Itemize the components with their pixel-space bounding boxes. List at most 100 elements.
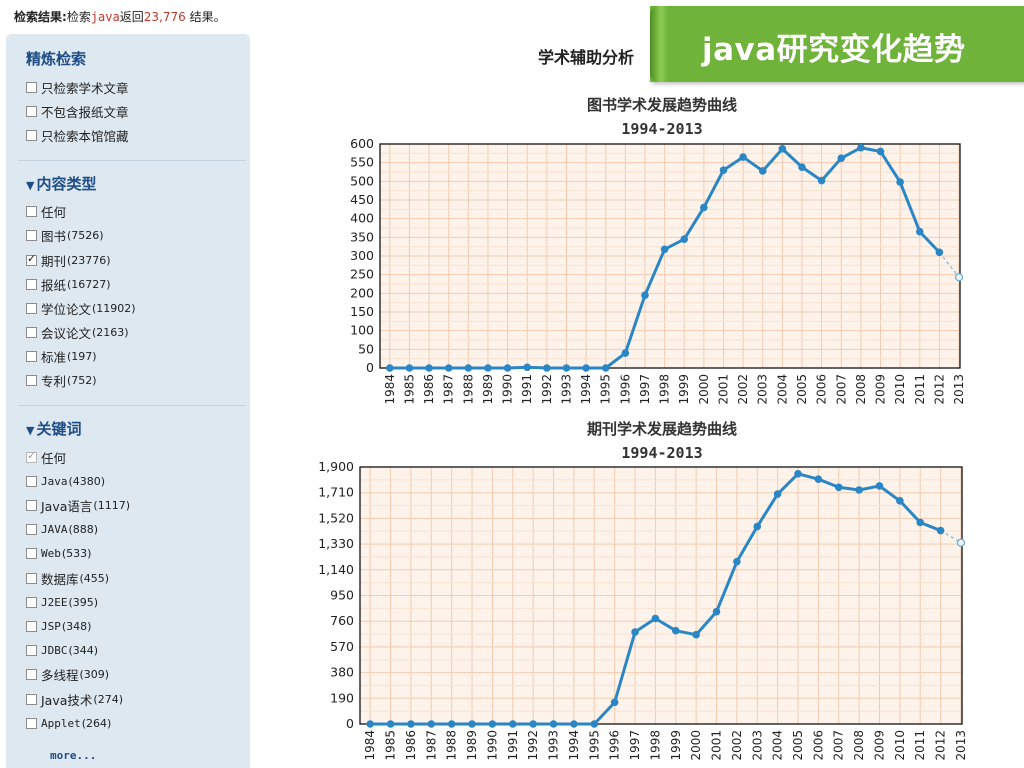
facet-checkbox[interactable]: [26, 596, 37, 608]
facet-item[interactable]: 只检索学术文章: [26, 75, 238, 99]
data-point[interactable]: [590, 720, 599, 728]
data-point[interactable]: [582, 364, 590, 372]
data-point[interactable]: [798, 163, 806, 171]
keywords-title[interactable]: ▼ 关键词: [26, 418, 238, 439]
data-point[interactable]: [814, 475, 823, 483]
data-point[interactable]: [529, 720, 537, 728]
facet-checkbox[interactable]: [26, 524, 37, 536]
data-point[interactable]: [425, 364, 433, 372]
data-point[interactable]: [488, 720, 497, 728]
facet-item[interactable]: JSP (348): [26, 614, 238, 638]
facet-item[interactable]: J2EE (395): [26, 590, 238, 614]
facet-checkbox[interactable]: [26, 252, 37, 266]
data-point[interactable]: [753, 522, 762, 531]
facet-checkbox[interactable]: [26, 717, 37, 729]
data-point[interactable]: [733, 557, 741, 566]
facet-item[interactable]: 只检索本馆馆藏: [26, 123, 238, 147]
data-point[interactable]: [680, 235, 689, 244]
data-point[interactable]: [366, 720, 374, 728]
data-point[interactable]: [484, 364, 492, 372]
data-point[interactable]: [660, 245, 669, 254]
data-point[interactable]: [817, 176, 826, 185]
facet-item[interactable]: JDBC (344): [26, 639, 238, 663]
more-keywords-link[interactable]: more...: [50, 749, 97, 763]
facet-item[interactable]: JAVA (888): [26, 518, 238, 542]
data-point[interactable]: [857, 143, 865, 152]
facet-checkbox[interactable]: [26, 81, 37, 93]
facet-item[interactable]: 不包含报纸文章: [26, 99, 238, 123]
collapse-triangle-icon[interactable]: ▼: [26, 178, 35, 192]
data-point[interactable]: [875, 482, 884, 490]
data-point[interactable]: [778, 145, 787, 153]
data-point[interactable]: [427, 720, 436, 728]
data-point[interactable]: [876, 147, 885, 156]
facet-checkbox[interactable]: [26, 548, 37, 560]
facet-checkbox[interactable]: [26, 351, 37, 363]
facet-checkbox[interactable]: [26, 129, 37, 141]
facet-checkbox[interactable]: [26, 375, 37, 387]
data-point[interactable]: [503, 364, 512, 372]
facet-item[interactable]: 多线程 (309): [26, 663, 238, 687]
data-point[interactable]: [447, 720, 456, 728]
facet-checkbox[interactable]: [26, 693, 37, 705]
data-point[interactable]: [712, 607, 721, 616]
data-point[interactable]: [621, 349, 630, 357]
data-point[interactable]: [464, 364, 473, 372]
data-point[interactable]: [794, 469, 802, 478]
facet-item[interactable]: 期刊(23776): [26, 248, 238, 272]
data-point[interactable]: [773, 490, 782, 498]
data-point[interactable]: [651, 614, 660, 623]
data-point[interactable]: [855, 486, 863, 494]
data-point[interactable]: [386, 364, 394, 372]
data-point[interactable]: [916, 518, 925, 527]
data-point[interactable]: [837, 154, 846, 162]
facet-checkbox[interactable]: [26, 105, 37, 117]
facet-checkbox[interactable]: [26, 449, 37, 463]
data-point[interactable]: [935, 248, 944, 257]
data-point[interactable]: [671, 626, 680, 635]
data-point[interactable]: [739, 153, 747, 161]
data-point[interactable]: [641, 291, 649, 300]
facet-item[interactable]: Applet (264): [26, 711, 238, 735]
content-type-title[interactable]: ▼ 内容类型: [26, 173, 238, 194]
facet-item[interactable]: 会议论文 (2163): [26, 321, 238, 345]
facet-checkbox[interactable]: [26, 230, 37, 242]
data-point[interactable]: [896, 497, 904, 505]
facet-checkbox[interactable]: [26, 327, 37, 339]
facet-item[interactable]: 报纸 (16727): [26, 272, 238, 296]
data-point[interactable]: [700, 203, 708, 212]
facet-item[interactable]: 数据库 (455): [26, 566, 238, 590]
data-point[interactable]: [896, 178, 904, 186]
data-point[interactable]: [543, 364, 551, 372]
data-point[interactable]: [956, 538, 966, 547]
data-point[interactable]: [405, 364, 414, 372]
data-point[interactable]: [631, 628, 639, 636]
facet-checkbox[interactable]: [26, 206, 37, 218]
facet-item[interactable]: Web (533): [26, 542, 238, 566]
data-point[interactable]: [692, 630, 700, 639]
data-point[interactable]: [601, 364, 610, 372]
facet-checkbox[interactable]: [26, 302, 37, 314]
facet-item[interactable]: 任何: [26, 445, 238, 469]
data-point[interactable]: [549, 720, 558, 728]
facet-item[interactable]: 专利 (752): [26, 369, 238, 393]
data-point[interactable]: [508, 720, 517, 728]
data-point[interactable]: [610, 698, 619, 707]
facet-checkbox[interactable]: [26, 475, 37, 487]
data-point[interactable]: [758, 167, 767, 175]
data-point[interactable]: [719, 166, 728, 174]
facet-item[interactable]: 图书 (7526): [26, 224, 238, 248]
facet-checkbox[interactable]: [26, 278, 37, 290]
data-point[interactable]: [915, 227, 924, 236]
facet-checkbox[interactable]: [26, 620, 37, 632]
data-point[interactable]: [444, 364, 453, 372]
collapse-triangle-icon[interactable]: ▼: [26, 424, 35, 438]
data-point[interactable]: [386, 720, 395, 728]
data-point[interactable]: [834, 483, 843, 492]
facet-checkbox[interactable]: [26, 669, 37, 681]
facet-item[interactable]: 任何: [26, 200, 238, 224]
facet-checkbox[interactable]: [26, 500, 37, 512]
data-point[interactable]: [570, 720, 578, 728]
data-point[interactable]: [407, 720, 415, 728]
facet-item[interactable]: Java技术 (274): [26, 687, 238, 711]
